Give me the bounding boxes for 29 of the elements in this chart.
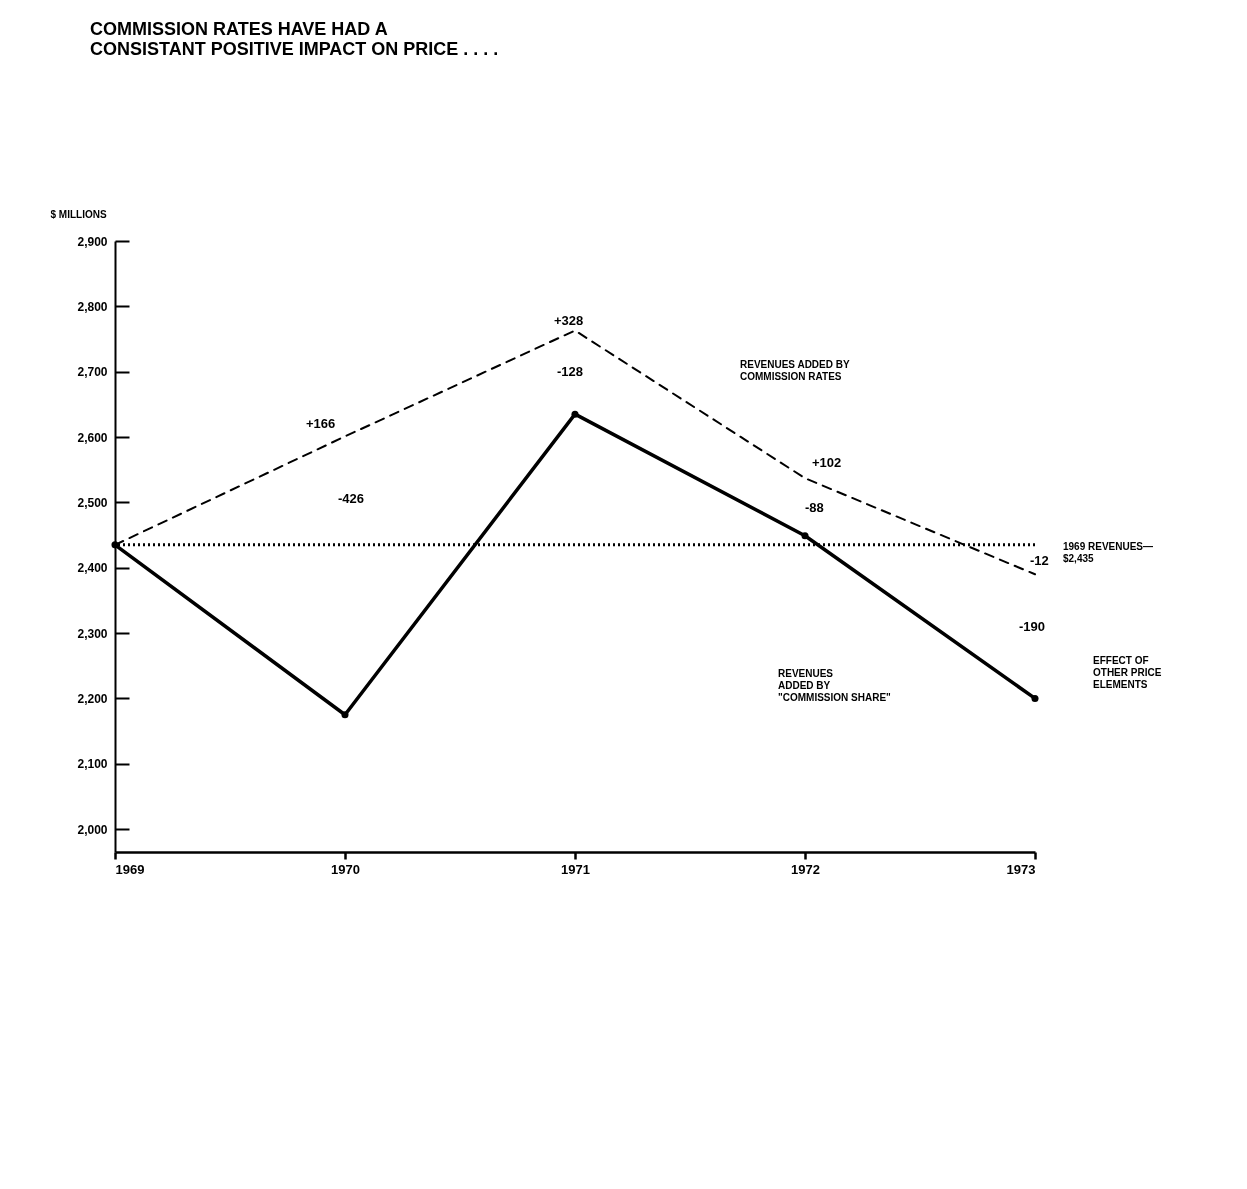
y-tick-label: 2,200 xyxy=(77,691,108,706)
annotation: +102 xyxy=(812,455,842,470)
ref-line-label: 1969 REVENUES— $2,435 xyxy=(1063,540,1154,564)
y-tick-label: 2,800 xyxy=(77,299,108,314)
y-tick-label: 2,300 xyxy=(77,626,108,641)
annotation: -88 xyxy=(805,500,824,515)
y-tick-label: 2,900 xyxy=(77,234,108,249)
annotation: -190 xyxy=(1019,619,1046,634)
x-tick-label: 1970 xyxy=(331,861,360,877)
x-tick-label: 1969 xyxy=(115,861,145,877)
y-axis-title: $ MILLIONS xyxy=(50,208,107,220)
annotation: REVENUES ADDED BY COMMISSION RATES xyxy=(740,359,850,382)
chart-title: COMMISSION RATES HAVE HAD A CONSISTANT POSITIVE IMPACT ON PRICE . . . . xyxy=(90,19,499,59)
y-tick-label: 2,000 xyxy=(77,822,108,837)
annotation: REVENUES ADDED BY "COMMISSION SHARE" xyxy=(778,668,892,703)
y-tick-label: 2,500 xyxy=(77,495,108,510)
text: EFFECT OF OTHER PRICE ELEMENTS xyxy=(1093,655,1162,690)
annotation: -128 xyxy=(557,364,584,379)
annotation: +166 xyxy=(306,416,336,431)
y-tick-label: 2,400 xyxy=(77,561,108,576)
y-tick-label: 2,100 xyxy=(77,757,108,772)
annotation: -12 xyxy=(1030,553,1049,568)
x-tick-label: 1971 xyxy=(561,861,590,877)
annotation: +328 xyxy=(554,313,584,328)
x-tick-label: 1972 xyxy=(791,861,820,877)
annotation: -426 xyxy=(338,491,365,506)
x-tick-label: 1973 xyxy=(1006,861,1036,877)
y-tick-label: 2,700 xyxy=(77,365,108,380)
y-tick-label: 2,600 xyxy=(77,430,108,445)
